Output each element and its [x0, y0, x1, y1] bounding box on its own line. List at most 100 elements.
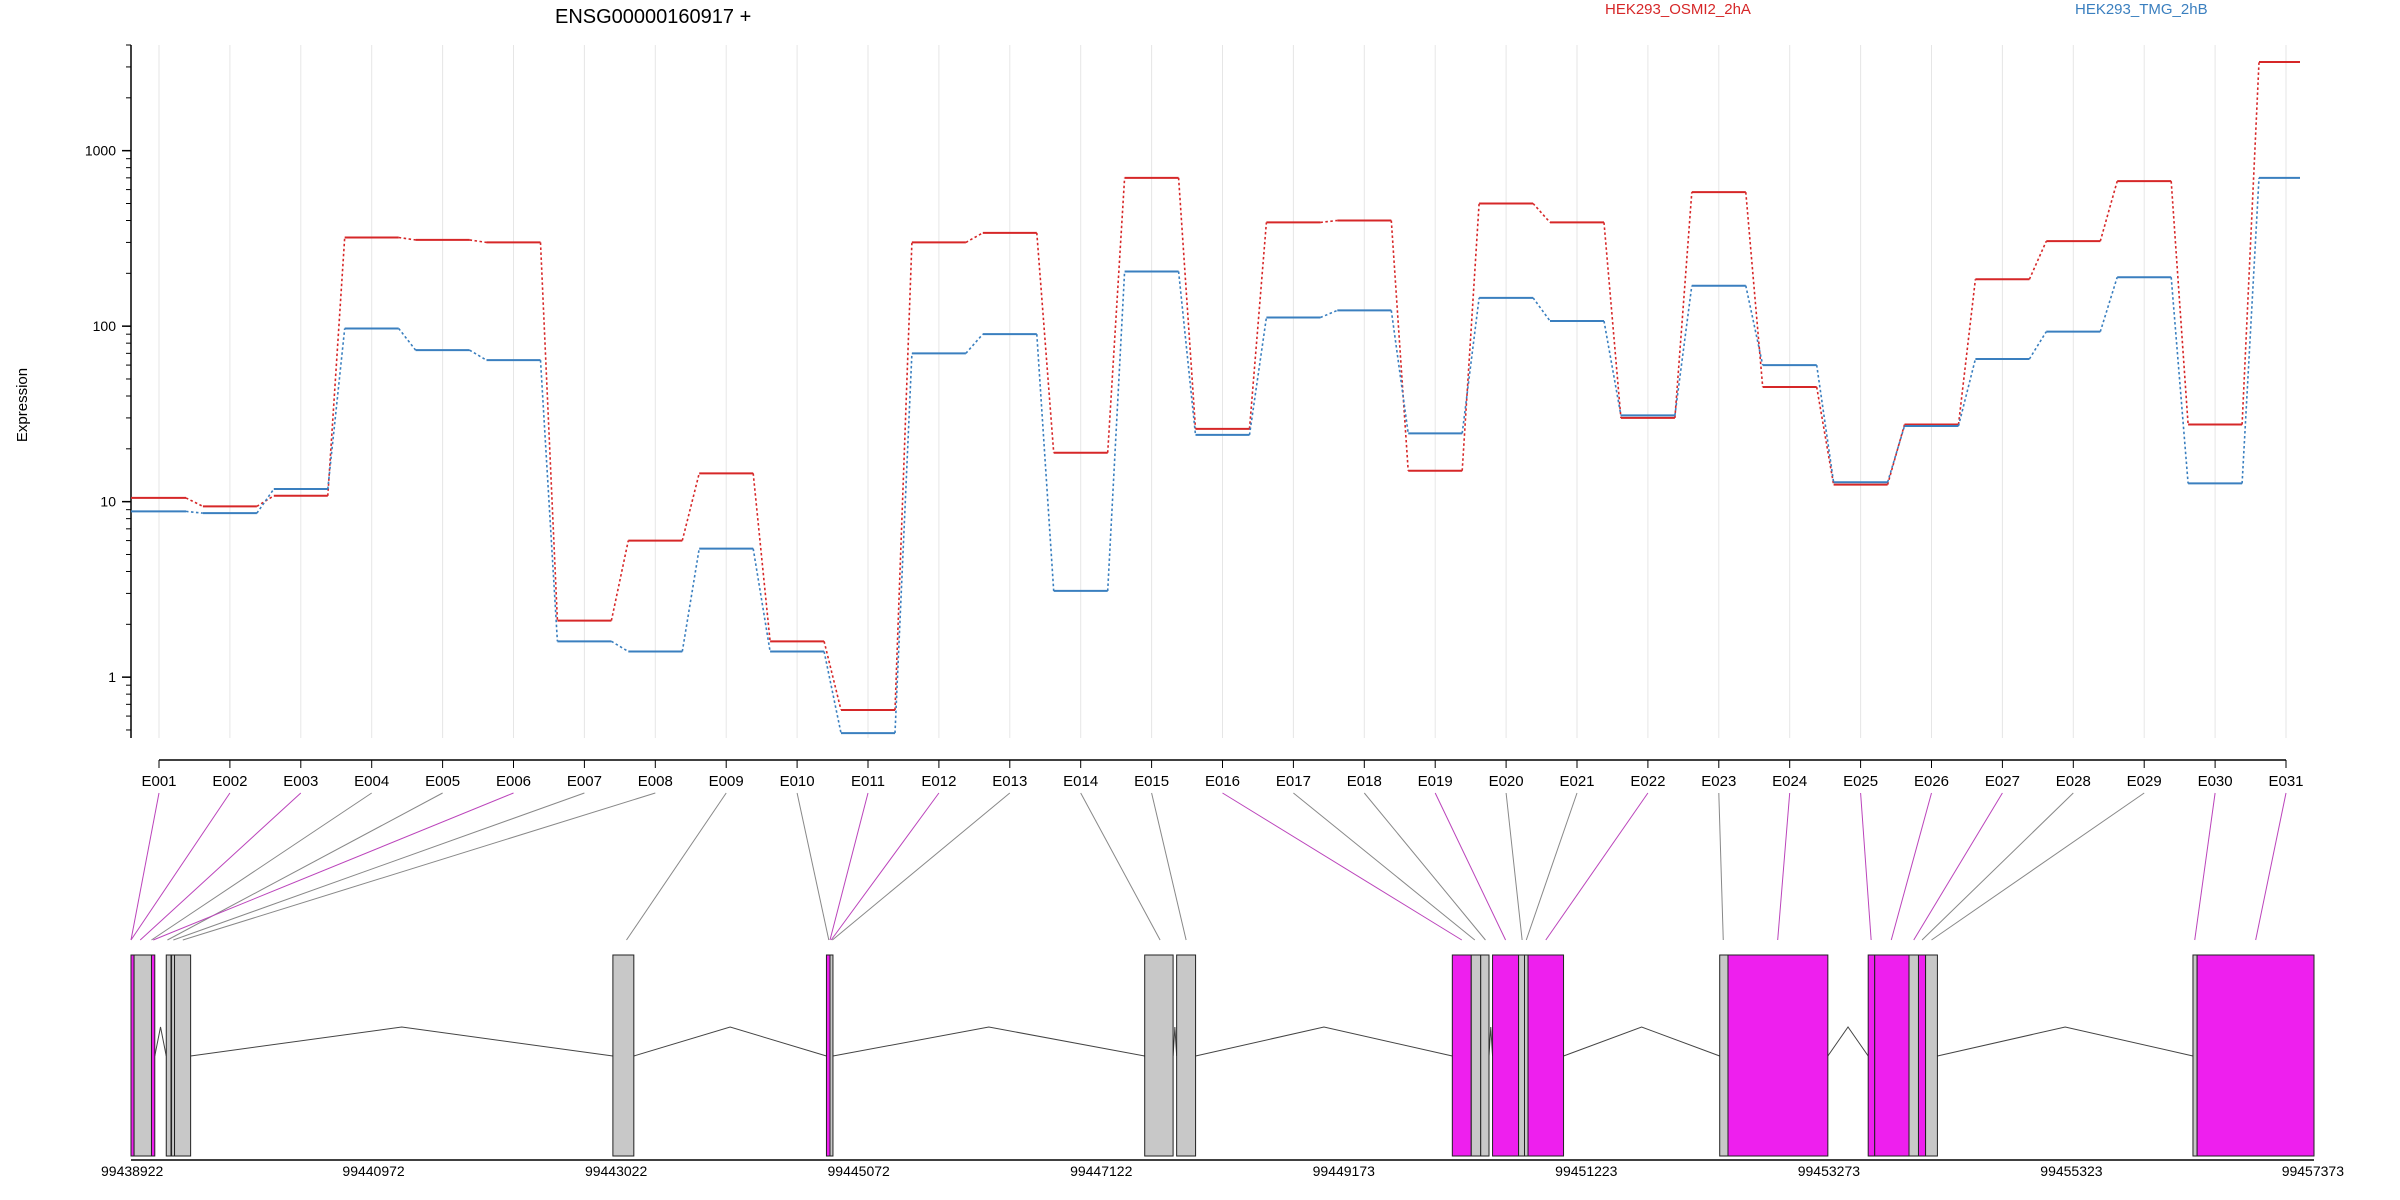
data-transition [469, 349, 487, 361]
intron-line [1827, 1026, 1869, 1057]
data-transition [256, 495, 275, 508]
exon-connector [1293, 792, 1476, 941]
series-a [131, 61, 2300, 711]
exon-label: E027 [1985, 773, 2020, 790]
exon-connector [2255, 792, 2287, 941]
coordinate-label: 99445072 [828, 1163, 891, 1179]
exon-connector [829, 792, 869, 941]
data-transition [2241, 61, 2260, 425]
data-transition [539, 242, 559, 621]
exon-label: E022 [1630, 773, 1665, 790]
exon-block [612, 954, 635, 1157]
data-transition [2028, 240, 2048, 280]
data-transition [2099, 276, 2118, 332]
data-transition [256, 488, 275, 514]
data-transition [681, 473, 700, 541]
exon-block [1518, 954, 1525, 1157]
exon-connector [830, 792, 940, 941]
data-transition [894, 242, 913, 711]
exon-connector [151, 792, 372, 941]
exon-label: E031 [2268, 773, 2303, 790]
exon-label: E010 [780, 773, 815, 790]
coordinate-label: 99451223 [1555, 1163, 1618, 1179]
exon-label: E017 [1276, 773, 1311, 790]
data-transition [1815, 386, 1835, 485]
exon-connector [626, 792, 727, 941]
exon-connector [1363, 792, 1486, 941]
exon-connector [1505, 792, 1523, 941]
data-transition [1745, 285, 1764, 366]
intron-line [154, 1026, 167, 1057]
data-transition [1036, 232, 1055, 453]
exon-label: E014 [1063, 773, 1098, 790]
data-transition [1603, 222, 1622, 418]
data-transition [894, 353, 913, 734]
chart-title: ENSG00000160917 + [555, 6, 751, 28]
exon-connector [167, 792, 443, 941]
exon-block [2192, 954, 2198, 1157]
intron-line [1195, 1026, 1453, 1057]
exon-connector [182, 792, 656, 941]
data-transition [2241, 177, 2260, 484]
intron-line [633, 1026, 827, 1057]
data-transition [2170, 181, 2189, 425]
exon-label: E009 [709, 773, 744, 790]
exon-connector [1222, 792, 1463, 941]
data-transition [1603, 320, 1622, 416]
data-transition [965, 232, 984, 244]
exon-connector [2194, 792, 2216, 941]
data-transition [1177, 177, 1197, 429]
data-transition [1248, 222, 1268, 429]
coordinate-label: 99449173 [1313, 1163, 1376, 1179]
legend-series-a: HEK293_OSMI2_2hA [1605, 1, 1751, 18]
exon-label: E001 [141, 773, 176, 790]
exon-block [1144, 954, 1174, 1157]
exon-block [150, 954, 156, 1157]
y-tick-label: 100 [93, 318, 117, 334]
coordinate-label: 99453273 [1798, 1163, 1861, 1179]
exon-connector [1931, 792, 2145, 941]
exon-label: E015 [1134, 773, 1169, 790]
intron-line [1172, 1026, 1178, 1057]
data-transition [752, 548, 771, 652]
data-transition [965, 333, 984, 354]
exon-block [825, 954, 831, 1157]
data-transition [1886, 424, 1906, 485]
data-transition [1177, 271, 1197, 436]
exon-label: E012 [921, 773, 956, 790]
coordinate-label: 99447122 [1070, 1163, 1133, 1179]
exon-connector [153, 792, 514, 941]
exon-label: E024 [1772, 773, 1807, 790]
data-transition [2099, 180, 2118, 242]
exon-connector [796, 792, 830, 941]
data-transition [327, 237, 346, 496]
exon-connector [1525, 792, 1578, 941]
data-transition [398, 327, 417, 351]
exon-connector [1434, 792, 1507, 941]
exon-label: E029 [2127, 773, 2162, 790]
series-lines [131, 61, 2300, 735]
exon-label: E005 [425, 773, 460, 790]
exon-block [1925, 954, 1938, 1157]
data-transition [1106, 271, 1126, 591]
exon-label: E002 [212, 773, 247, 790]
exon-label: E028 [2056, 773, 2091, 790]
intron-line [1937, 1026, 2194, 1057]
data-transition [1390, 220, 1409, 471]
data-transition [1532, 297, 1551, 322]
gene-model [130, 954, 2315, 1157]
coordinate-label: 99438922 [101, 1163, 164, 1179]
exon-label: E006 [496, 773, 531, 790]
exon-block [1480, 954, 1490, 1157]
exon-connector [1545, 792, 1649, 941]
exon-block [1176, 954, 1197, 1157]
exon-block [1527, 954, 1565, 1157]
intron-line [832, 1026, 1145, 1057]
exon-label: E008 [638, 773, 673, 790]
exon-label: E019 [1418, 773, 1453, 790]
exon-block [2196, 954, 2315, 1157]
exon-connector [139, 792, 302, 941]
exon-label: E016 [1205, 773, 1240, 790]
exon-block [829, 954, 834, 1157]
